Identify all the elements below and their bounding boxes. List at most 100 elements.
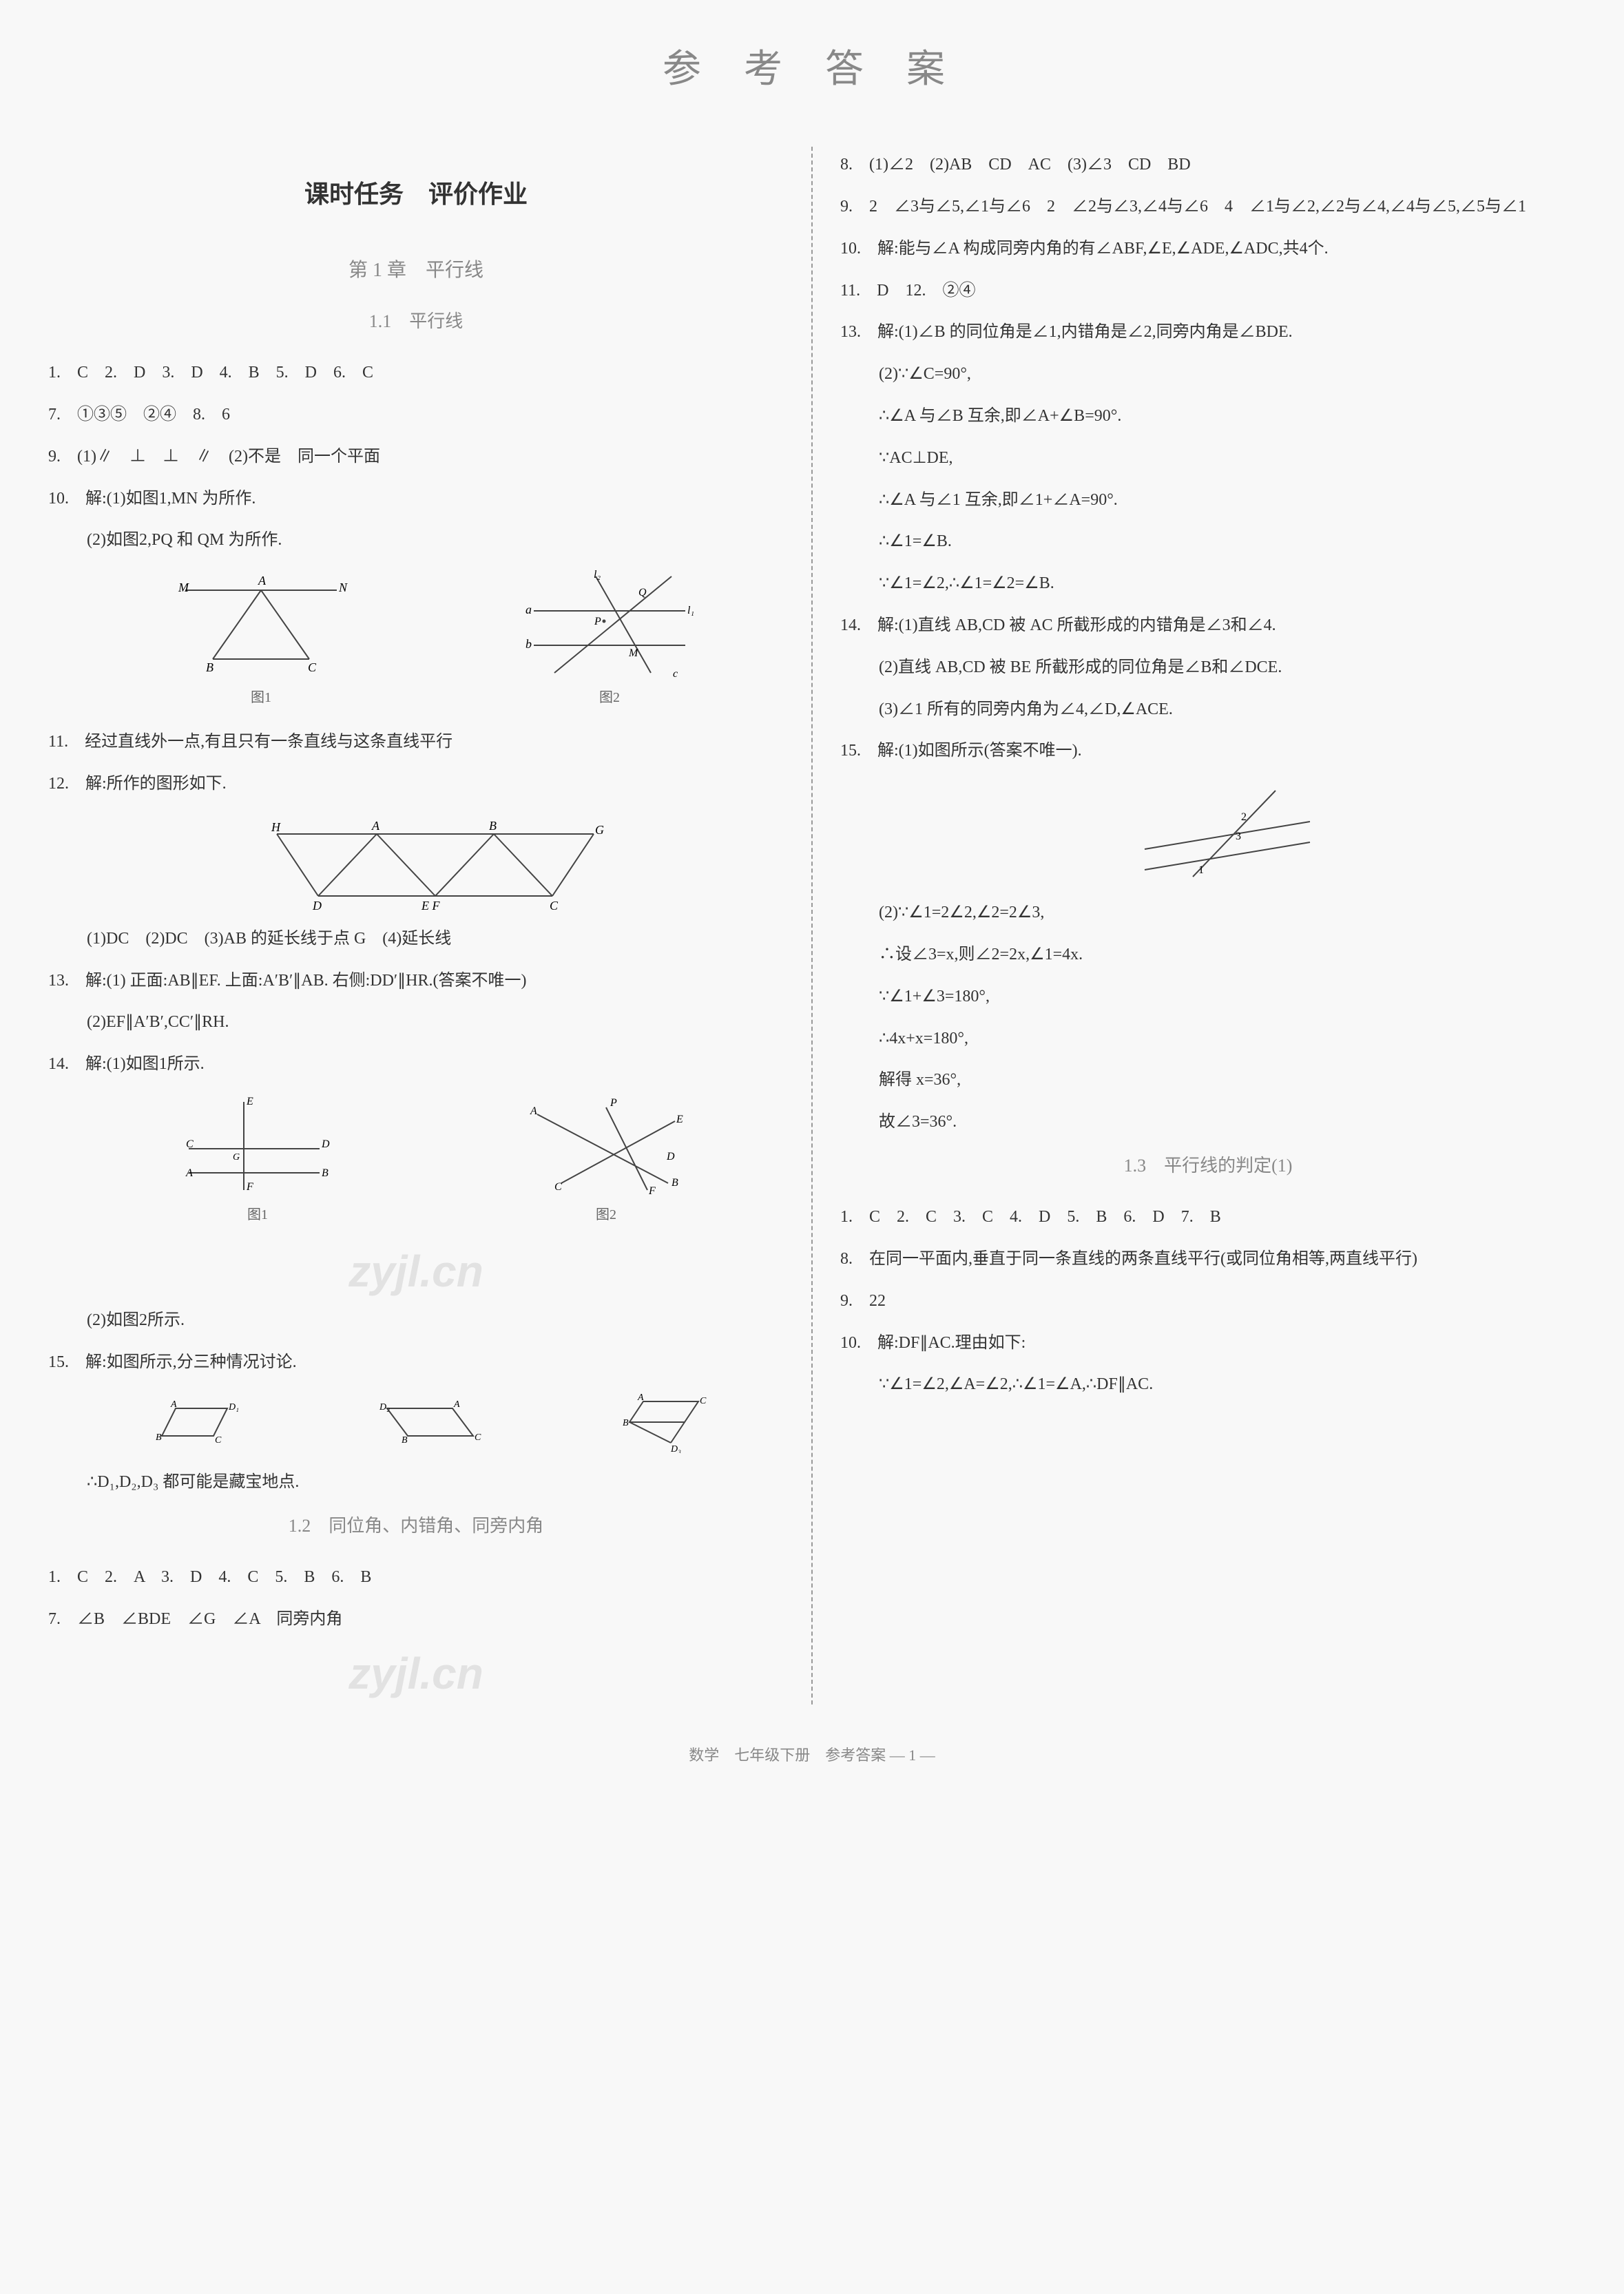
svg-text:1: 1 <box>1198 864 1204 876</box>
subsection-1-3: 1.3 平行线的判定(1) <box>840 1146 1576 1185</box>
svg-text:c: c <box>673 668 678 680</box>
svg-text:l₁: l₁ <box>687 605 694 616</box>
answer-line-12: 12. 解:所作的图形如下. <box>48 766 784 802</box>
svg-text:E: E <box>246 1096 253 1107</box>
page-title: 参 考 答 案 <box>21 28 1603 112</box>
transversal-angles-icon: 1 3 2 <box>1124 780 1331 884</box>
r-13-f: ∴∠1=∠B. <box>840 523 1576 560</box>
svg-text:D₁: D₁ <box>228 1402 239 1412</box>
figure-row-q10: M N A B C 图1 a b l₁ l₂ <box>87 570 784 713</box>
svg-text:B: B <box>322 1167 329 1179</box>
subsection-1-2: 1.2 同位角、内错角、同旁内角 <box>48 1506 784 1545</box>
r13-10-b: ∵∠1=∠2,∠A=∠2,∴∠1=∠A,∴DF∥AC. <box>840 1366 1576 1403</box>
svg-text:C: C <box>550 899 559 910</box>
figure-r15: 1 3 2 <box>1124 780 1331 884</box>
svg-text:E F: E F <box>421 899 440 910</box>
r-13-c: ∴∠A 与∠B 互余,即∠A+∠B=90°. <box>840 398 1576 435</box>
svg-text:A: A <box>530 1105 537 1117</box>
r-15-c: ∴设∠3=x,则∠2=2x,∠1=4x. <box>840 937 1576 973</box>
answer-line-15: 15. 解:如图所示,分三种情况讨论. <box>48 1344 784 1381</box>
zigzag-triangles-icon: H A B G D E F C <box>256 813 614 910</box>
r-15-d: ∵∠1+∠3=180°, <box>840 979 1576 1015</box>
r-answer-8: 8. (1)∠2 (2)AB CD AC (3)∠3 CD BD <box>840 147 1576 183</box>
r-15-g: 故∠3=36°. <box>840 1104 1576 1140</box>
svg-text:B: B <box>489 819 497 833</box>
figure-q14-2: A P C B E D F 图2 <box>523 1094 689 1230</box>
svg-text:H: H <box>271 820 281 834</box>
subsection-1-1: 1.1 平行线 <box>48 302 784 341</box>
crossing-lines-icon: a b l₁ l₂ Q P M c <box>513 570 706 680</box>
parallelogram-2-icon: D₂ A B C <box>377 1395 487 1450</box>
svg-text:A: A <box>258 574 267 587</box>
svg-text:B: B <box>206 660 214 674</box>
figure-row-q15: A D₁ B C D₂ A B C A B C D₃ <box>87 1391 784 1453</box>
svg-text:a: a <box>525 603 532 616</box>
figure-q10-2: a b l₁ l₂ Q P M c 图2 <box>513 570 706 713</box>
svg-text:B: B <box>623 1418 629 1428</box>
r13-line-8: 8. 在同一平面内,垂直于同一条直线的两条直线平行(或同位角相等,两直线平行) <box>840 1241 1576 1278</box>
answer-line-1: 1. C 2. D 3. D 4. B 5. D 6. C <box>48 355 784 391</box>
fig1-caption: 图1 <box>165 682 357 713</box>
r-answer-14: 14. 解:(1)直线 AB,CD 被 AC 所截形成的内错角是∠3和∠4. <box>840 607 1576 644</box>
svg-text:N: N <box>338 581 348 594</box>
answer-line-10: 10. 解:(1)如图1,MN 为所作. <box>48 481 784 517</box>
r-answer-10: 10. 解:能与∠A 构成同旁内角的有∠ABF,∠E,∠ADE,∠ADC,共4个… <box>840 231 1576 267</box>
r-15-b: (2)∵∠1=2∠2,∠2=2∠3, <box>840 895 1576 931</box>
r-answer-13: 13. 解:(1)∠B 的同位角是∠1,内错角是∠2,同旁内角是∠BDE. <box>840 314 1576 351</box>
svg-text:G: G <box>233 1152 240 1162</box>
svg-text:P: P <box>594 616 601 627</box>
page-footer: 数学 七年级下册 参考答案 — 1 — <box>21 1739 1603 1772</box>
r-answer-15: 15. 解:(1)如图所示(答案不唯一). <box>840 733 1576 769</box>
svg-text:D₃: D₃ <box>670 1444 681 1453</box>
svg-text:A: A <box>371 819 380 833</box>
figure-q14-1: C D A B E G F 图1 <box>182 1094 333 1230</box>
answer-line-14: 14. 解:(1)如图1所示. <box>48 1046 784 1083</box>
r-13-d: ∵AC⊥DE, <box>840 440 1576 477</box>
answer-line-13: 13. 解:(1) 正面:AB∥EF. 上面:A′B′∥AB. 右侧:DD′∥H… <box>48 963 784 999</box>
triangle-mn-icon: M N A B C <box>165 570 357 680</box>
svg-text:C: C <box>700 1396 707 1406</box>
svg-text:3: 3 <box>1236 831 1241 842</box>
svg-text:P: P <box>610 1097 617 1109</box>
answer-15-concl: ∴D₁,D₂,D₃ 都可能是藏宝地点. <box>48 1464 784 1501</box>
r-answer-11-12: 11. D 12. ②④ <box>840 273 1576 309</box>
figure-row-q12: H A B G D E F C <box>87 813 784 910</box>
parallelogram-1-icon: A D₁ B C <box>152 1395 248 1450</box>
svg-text:B: B <box>156 1432 162 1443</box>
svg-text:A: A <box>453 1399 460 1410</box>
left-column: 课时任务 评价作业 第 1 章 平行线 1.1 平行线 1. C 2. D 3.… <box>21 147 813 1704</box>
watermark: zyjl.cn <box>48 1223 784 1320</box>
watermark-2: zyjl.cn <box>48 1625 784 1722</box>
svg-text:M: M <box>178 581 189 594</box>
svg-text:G: G <box>595 823 604 837</box>
r-14-c: (3)∠1 所有的同旁内角为∠4,∠D,∠ACE. <box>840 691 1576 728</box>
r-15-f: 解得 x=36°, <box>840 1062 1576 1098</box>
svg-text:A: A <box>637 1393 644 1403</box>
figure-q12: H A B G D E F C <box>256 813 614 910</box>
r-13-b: (2)∵∠C=90°, <box>840 356 1576 393</box>
svg-text:D₂: D₂ <box>379 1402 390 1412</box>
figure-row-r15: 1 3 2 <box>879 780 1576 884</box>
svg-text:A: A <box>185 1167 193 1179</box>
answer-13-part2: (2)EF∥A′B′,CC′∥RH. <box>48 1004 784 1041</box>
svg-text:b: b <box>525 637 532 651</box>
svg-text:Q: Q <box>638 587 647 598</box>
answer-12-line-1-6: 1. C 2. A 3. D 4. C 5. B 6. B <box>48 1559 784 1596</box>
r-13-e: ∴∠A 与∠1 互余,即∠1+∠A=90°. <box>840 482 1576 519</box>
perpendicular-lines-icon: C D A B E G F <box>182 1094 333 1197</box>
parallelogram-3-icon: A B C D₃ <box>616 1391 719 1453</box>
answer-12-parts: (1)DC (2)DC (3)AB 的延长线于点 G (4)延长线 <box>48 921 784 957</box>
r-answer-9: 9. 2 ∠3与∠5,∠1与∠6 2 ∠2与∠3,∠4与∠6 4 ∠1与∠2,∠… <box>840 189 1576 225</box>
chapter-title: 第 1 章 平行线 <box>48 249 784 292</box>
svg-text:C: C <box>308 660 317 674</box>
svg-text:C: C <box>475 1432 481 1443</box>
svg-text:D: D <box>666 1151 675 1162</box>
section-title: 课时任务 评价作业 <box>48 167 784 222</box>
figure-q10-1: M N A B C 图1 <box>165 570 357 713</box>
svg-text:C: C <box>186 1138 194 1150</box>
svg-text:M: M <box>628 647 639 659</box>
answer-line-7-8: 7. ①③⑤ ②④ 8. 6 <box>48 397 784 433</box>
svg-text:C: C <box>554 1181 562 1193</box>
r13-line-1-7: 1. C 2. C 3. C 4. D 5. B 6. D 7. B <box>840 1199 1576 1235</box>
svg-text:B: B <box>402 1435 408 1446</box>
